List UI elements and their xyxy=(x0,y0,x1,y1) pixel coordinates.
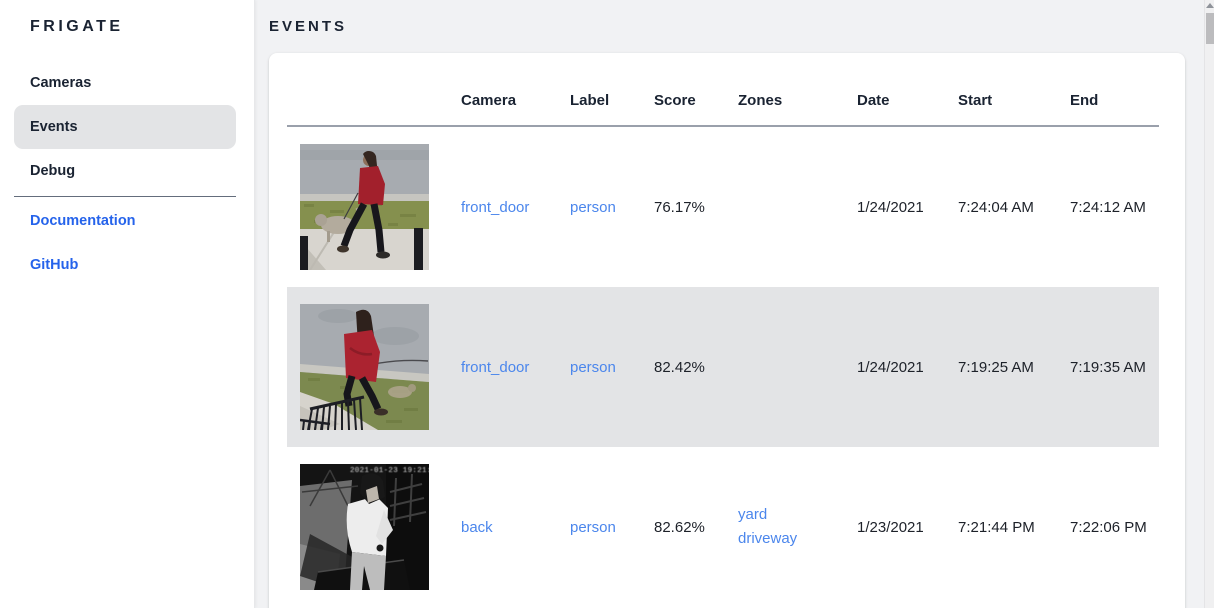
event-thumbnail-cell xyxy=(287,304,461,430)
events-table: Camera Label Score Zones Date Start End xyxy=(287,53,1159,607)
sidebar-item-cameras[interactable]: Cameras xyxy=(30,75,92,91)
event-score: 82.42% xyxy=(654,358,705,376)
event-end-time: 7:24:12 AM xyxy=(1070,198,1146,216)
event-row[interactable]: 2021-01-23 19:21:44 back person 82.62% y… xyxy=(287,447,1159,607)
event-thumbnail[interactable]: 2021-01-23 19:21:44 xyxy=(300,464,429,590)
sidebar-nav: Cameras Events Debug Documentation GitHu… xyxy=(0,61,254,287)
sidebar-divider xyxy=(14,196,236,197)
sidebar-item-events[interactable]: Events xyxy=(14,105,236,149)
thumbnail-timestamp-overlay: 2021-01-23 19:21:44 xyxy=(350,467,429,475)
main-content: EVENTS Camera Label Score Zones Date Sta… xyxy=(255,0,1204,608)
event-thumbnail-cell: 2021-01-23 19:21:44 xyxy=(287,464,461,590)
event-label-link[interactable]: person xyxy=(570,518,616,536)
event-zones: yard driveway xyxy=(738,503,857,551)
event-camera-link[interactable]: front_door xyxy=(461,358,530,376)
app-logo: FRIGATE xyxy=(30,18,124,35)
table-header-row: Camera Label Score Zones Date Start End xyxy=(287,53,1159,127)
event-start-time: 7:24:04 AM xyxy=(958,198,1034,216)
event-score: 82.62% xyxy=(654,518,705,536)
event-camera-link[interactable]: back xyxy=(461,518,493,536)
event-date: 1/23/2021 xyxy=(857,518,924,536)
event-zone-link[interactable]: driveway xyxy=(738,530,798,547)
sidebar-link-documentation[interactable]: Documentation xyxy=(30,213,136,229)
sidebar-item-debug[interactable]: Debug xyxy=(30,163,76,179)
column-header-score: Score xyxy=(654,91,696,109)
event-end-time: 7:19:35 AM xyxy=(1070,358,1146,376)
column-header-camera: Camera xyxy=(461,91,517,109)
page-title: EVENTS xyxy=(269,18,348,35)
event-label-link[interactable]: person xyxy=(570,358,616,376)
scrollbar-thumb[interactable] xyxy=(1206,13,1214,44)
event-zone-link[interactable]: yard xyxy=(738,506,768,523)
sidebar-link-github[interactable]: GitHub xyxy=(30,257,79,273)
person-figure xyxy=(346,473,393,590)
event-date: 1/24/2021 xyxy=(857,198,924,216)
event-score: 76.17% xyxy=(654,198,705,216)
column-header-date: Date xyxy=(857,91,890,109)
event-camera-link[interactable]: front_door xyxy=(461,198,530,216)
column-header-end: End xyxy=(1070,91,1099,109)
railing xyxy=(300,395,365,430)
scrollbar[interactable] xyxy=(1204,0,1214,608)
scroll-up-arrow-icon[interactable] xyxy=(1205,3,1214,8)
column-header-zones: Zones xyxy=(738,91,783,109)
event-thumbnail[interactable] xyxy=(300,144,429,270)
event-row[interactable]: front_door person 76.17% 1/24/2021 7:24:… xyxy=(287,127,1159,287)
event-start-time: 7:21:44 PM xyxy=(958,518,1035,536)
dog-figure xyxy=(388,384,416,398)
event-thumbnail[interactable] xyxy=(300,304,429,430)
sidebar: FRIGATE Cameras Events Debug Documentati… xyxy=(0,0,255,608)
event-thumbnail-cell xyxy=(287,144,461,270)
event-label-link[interactable]: person xyxy=(570,198,616,216)
event-start-time: 7:19:25 AM xyxy=(958,358,1034,376)
person-figure xyxy=(337,151,390,259)
column-header-label: Label xyxy=(570,91,610,109)
event-date: 1/24/2021 xyxy=(857,358,924,376)
column-header-start: Start xyxy=(958,91,993,109)
event-end-time: 7:22:06 PM xyxy=(1070,518,1147,536)
event-row-selected[interactable]: front_door person 82.42% 1/24/2021 7:19:… xyxy=(287,287,1159,447)
events-card: Camera Label Score Zones Date Start End xyxy=(269,53,1185,608)
